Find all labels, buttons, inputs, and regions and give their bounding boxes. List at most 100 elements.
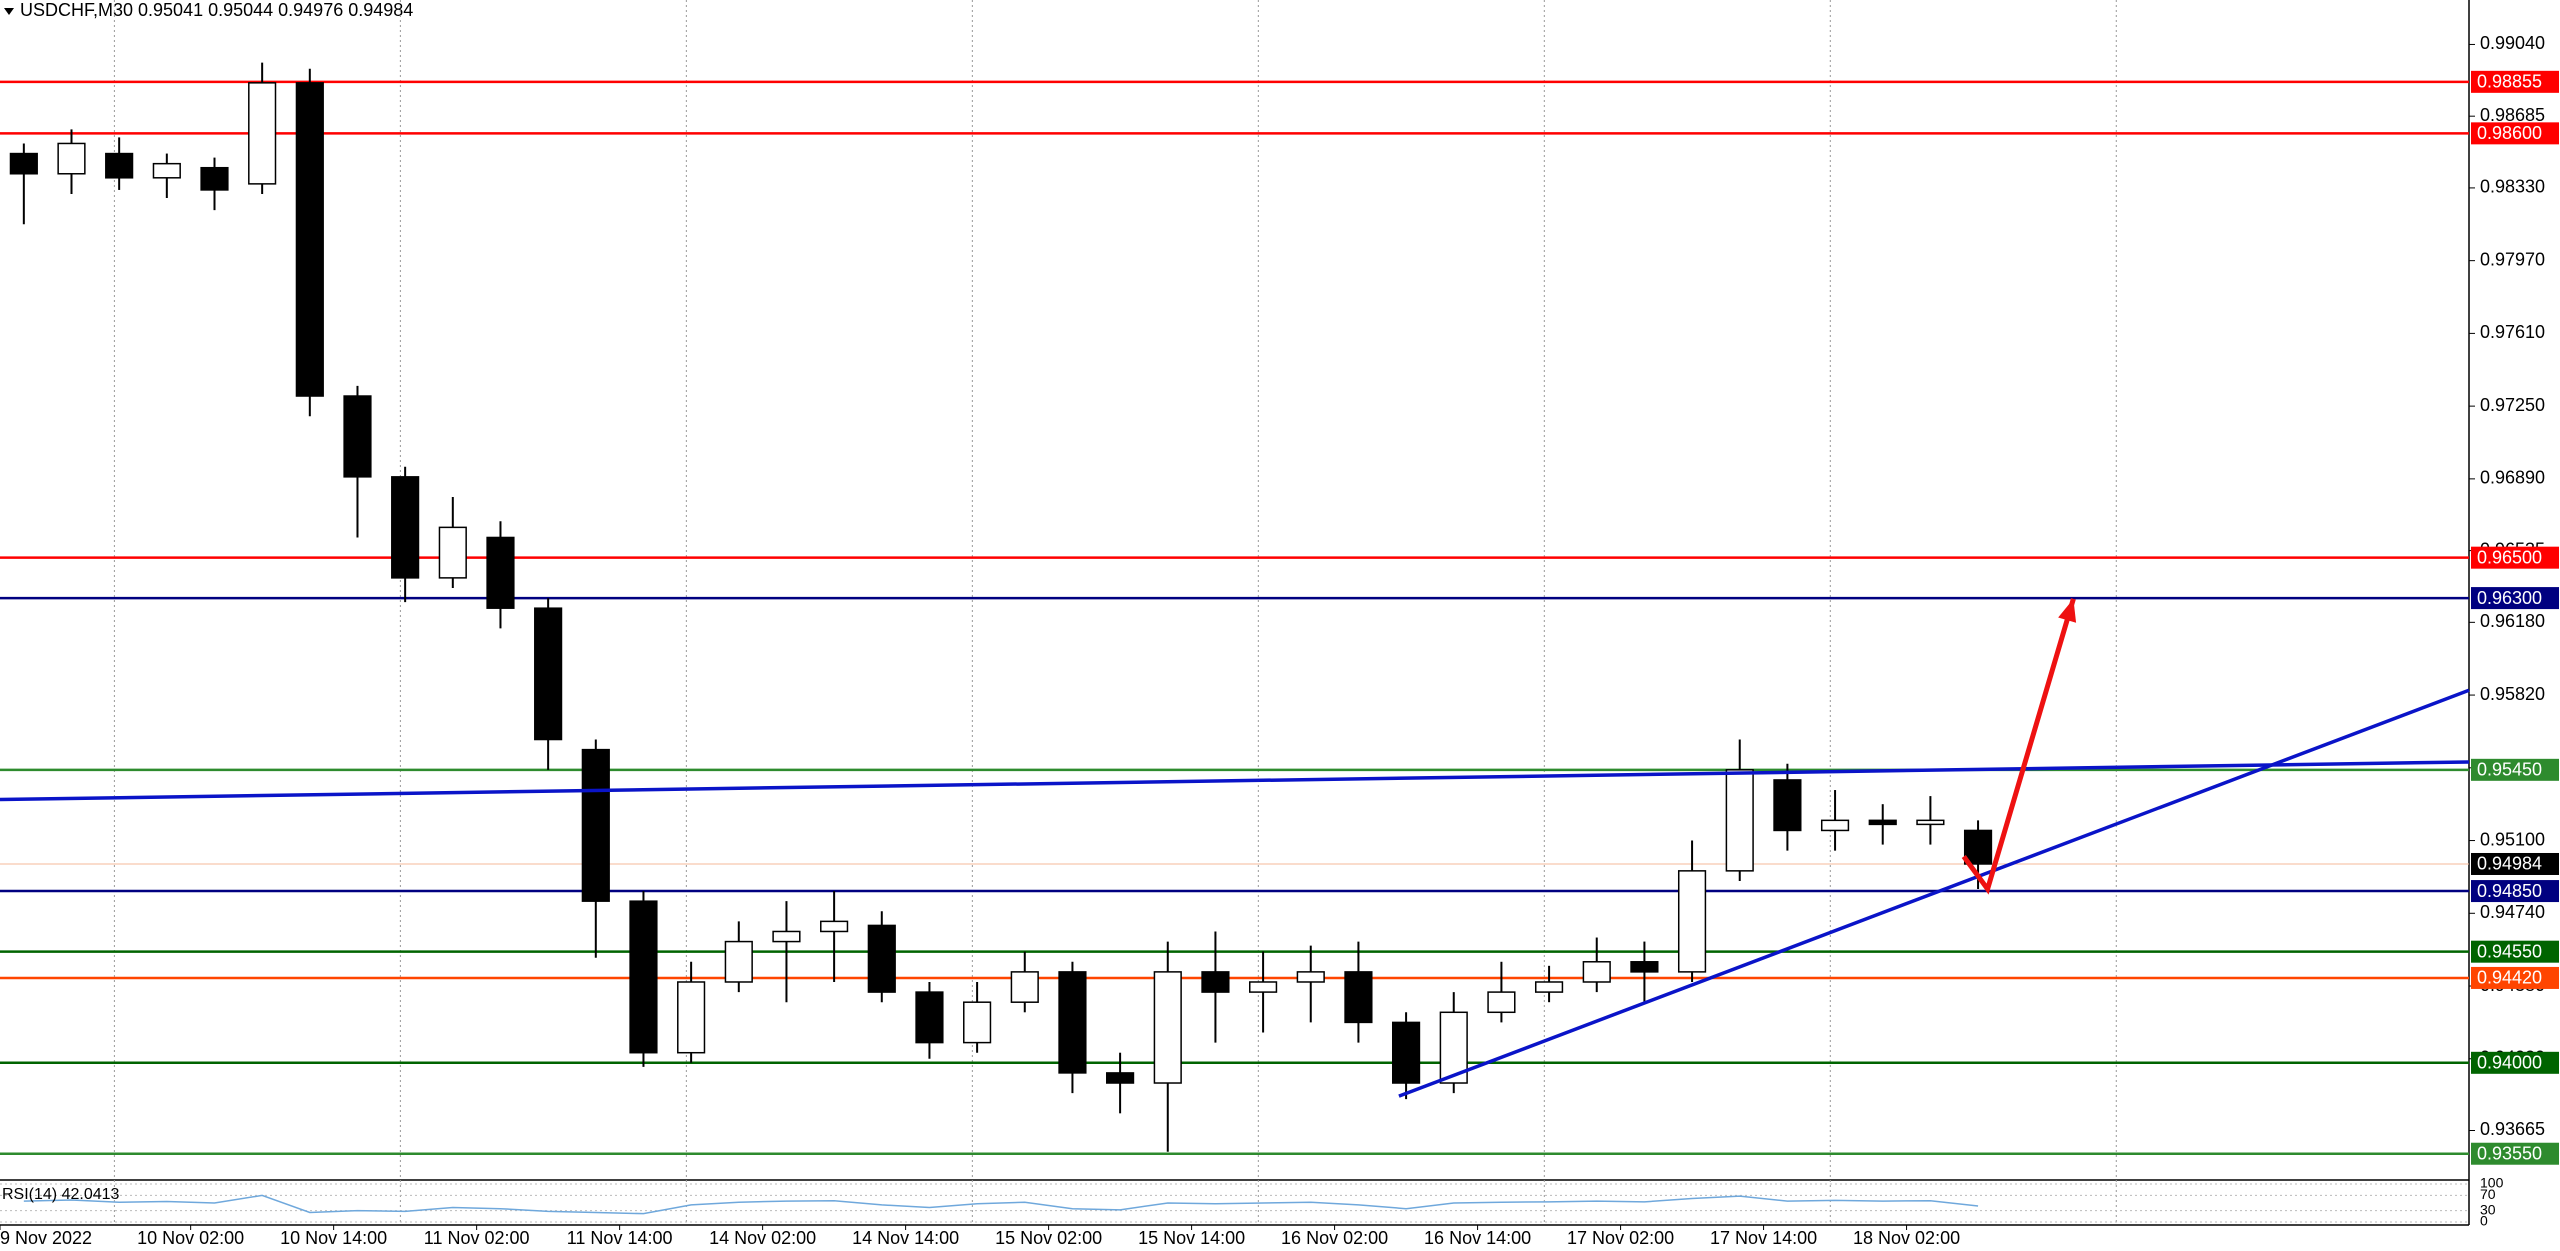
y-tick-label: 0.99040 [2480,33,2545,53]
candle-body [1391,1021,1421,1084]
candle-body [915,991,944,1044]
level-label-box [2471,1142,2559,1165]
level-label: 0.98600 [2477,123,2542,143]
candle-body [581,748,610,902]
x-tick-label: 17 Nov 14:00 [1710,1228,1817,1248]
chart-title: USDCHF,M30 0.95041 0.95044 0.94976 0.949… [20,0,413,20]
level-label-box [2471,966,2559,989]
candle-body [772,930,801,943]
x-tick-label: 9 Nov 2022 [0,1228,92,1248]
x-tick-label: 10 Nov 02:00 [137,1228,244,1248]
indicator-tick-label: 30 [2480,1201,2496,1217]
level-label: 0.96500 [2477,547,2542,567]
y-tick-label: 0.97970 [2480,249,2545,269]
y-tick-label: 0.95820 [2480,684,2545,704]
level-label-box [2471,940,2559,963]
candle-body [677,981,706,1054]
x-tick-label: 18 Nov 02:00 [1853,1228,1960,1248]
level-label-box [2471,880,2559,903]
candle-body [1201,971,1230,993]
y-tick-label: 0.98330 [2480,177,2545,197]
level-label: 0.94550 [2477,941,2542,961]
menu-icon[interactable] [4,8,14,15]
candle-body [295,82,324,397]
x-tick-label: 16 Nov 14:00 [1424,1228,1531,1248]
x-tick-label: 14 Nov 02:00 [709,1228,816,1248]
candle-body [1153,971,1182,1084]
y-tick-label: 0.94740 [2480,902,2545,922]
level-label: 0.96300 [2477,588,2542,608]
candle-body [1010,971,1039,1003]
x-tick-label: 11 Nov 02:00 [424,1228,530,1248]
candle-body [105,152,134,179]
candle-body [724,940,753,983]
x-tick-label: 14 Nov 14:00 [852,1228,959,1248]
candle-body [1106,1072,1135,1084]
level-label-box [2471,852,2559,875]
y-tick-label: 0.93665 [2480,1119,2545,1139]
candle-body [1773,779,1802,832]
candle-body [486,536,515,609]
candle-body [248,82,277,185]
candle-body [1249,981,1278,993]
level-label: 0.95450 [2477,760,2542,780]
trendline [1961,598,2076,895]
y-tick-label: 0.98685 [2480,105,2545,125]
arrow-head [2058,598,2077,623]
level-label-box [2471,122,2559,145]
candle-body [1344,971,1373,1024]
candle-body [1534,981,1564,993]
candle-body [391,476,420,579]
x-tick-label: 10 Nov 14:00 [280,1228,387,1248]
trendline [1398,688,2470,1098]
candle-body [1725,769,1754,872]
candle-body [57,142,86,175]
y-tick-label: 0.97250 [2480,395,2545,415]
candle-body [343,395,372,478]
level-label-box [2471,758,2559,781]
candle-body [152,162,181,179]
indicator-line [23,1194,1979,1215]
indicator-tick-label: 100 [2480,1175,2504,1191]
level-label: 0.98855 [2477,72,2542,92]
candle-body [1582,961,1611,983]
x-tick-label: 15 Nov 02:00 [995,1228,1102,1248]
level-label: 0.94000 [2477,1053,2542,1073]
y-tick-label: 0.95100 [2480,829,2545,849]
level-label-box [2471,70,2559,93]
x-tick-label: 11 Nov 14:00 [567,1228,673,1248]
level-label: 0.93550 [2477,1143,2542,1163]
indicator-tick-label: 70 [2480,1186,2496,1202]
candle-body [438,526,467,579]
candle-body [1296,971,1325,983]
candle-body [629,900,658,1054]
candle-body [1963,829,1993,865]
candle-body [200,166,229,191]
y-tick-label: 0.96890 [2480,468,2545,488]
x-tick-label: 17 Nov 02:00 [1567,1228,1674,1248]
x-tick-label: 16 Nov 02:00 [1281,1228,1388,1248]
level-label-box [2471,587,2559,610]
candle-body [820,920,849,933]
candle-body [534,607,563,741]
candle-body [963,1001,992,1044]
level-label-box [2471,1051,2559,1074]
candle-body [1677,870,1707,973]
y-tick-label: 0.96180 [2480,611,2545,631]
level-label: 0.94420 [2477,968,2542,988]
indicator-tick-label: 0 [2480,1213,2488,1229]
y-tick-label: 0.97610 [2480,322,2545,342]
candle-body [1868,819,1897,826]
candle-body [1916,819,1945,826]
candle-body [1058,971,1087,1074]
x-tick-label: 15 Nov 14:00 [1138,1228,1245,1248]
candle-body [1820,819,1850,832]
level-label: 0.94984 [2477,854,2542,874]
candle-body [1487,991,1516,1014]
candle-body [867,924,896,993]
level-label: 0.94850 [2477,881,2542,901]
indicator-label: RSI(14) 42.0413 [2,1186,120,1203]
candle-body [9,152,38,175]
trendline [0,760,2470,802]
